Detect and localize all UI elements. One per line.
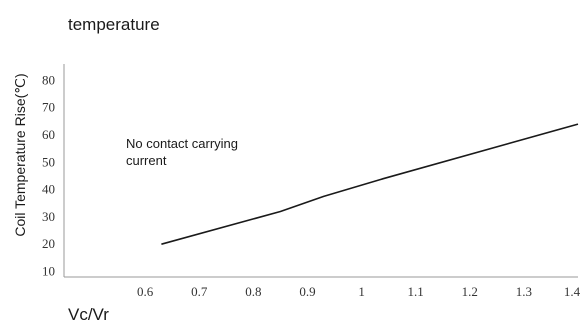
y-axis-label-group: Coil Temperature Rise(℃) [12,73,28,236]
y-tick-label: 60 [42,127,55,142]
annotation-line-1: No contact carrying [126,136,238,151]
axes [63,64,578,278]
y-tick-label: 30 [42,209,55,224]
series-line [161,123,579,245]
x-tick-label: 0.6 [137,284,154,299]
y-tick-label: 20 [42,236,55,251]
x-tick-label: 0.7 [191,284,208,299]
y-tick-label: 10 [42,264,55,279]
x-ticks: 0.6 0.7 0.8 0.9 1 1.1 1.2 1.3 1.4 [137,284,581,299]
y-tick-label: 80 [42,72,55,87]
series-group [161,123,579,245]
annotation-line-2: current [126,153,167,168]
chart-title: temperature [68,15,160,34]
x-tick-label: 1.1 [408,284,424,299]
annotation: No contact carrying current [126,136,238,168]
x-axis-label: Vc/Vr [68,305,109,324]
y-tick-label: 40 [42,182,55,197]
y-tick-label: 70 [42,100,55,115]
x-tick-label: 1 [358,284,365,299]
y-axis-label: Coil Temperature Rise(℃) [12,73,28,236]
y-tick-label: 50 [42,154,55,169]
x-tick-label: 1.3 [516,284,532,299]
y-ticks: 10 20 30 40 50 60 70 80 [42,72,55,278]
x-tick-label: 1.2 [462,284,478,299]
x-tick-label: 1.4 [564,284,581,299]
x-tick-label: 0.9 [299,284,315,299]
x-tick-label: 0.8 [245,284,261,299]
